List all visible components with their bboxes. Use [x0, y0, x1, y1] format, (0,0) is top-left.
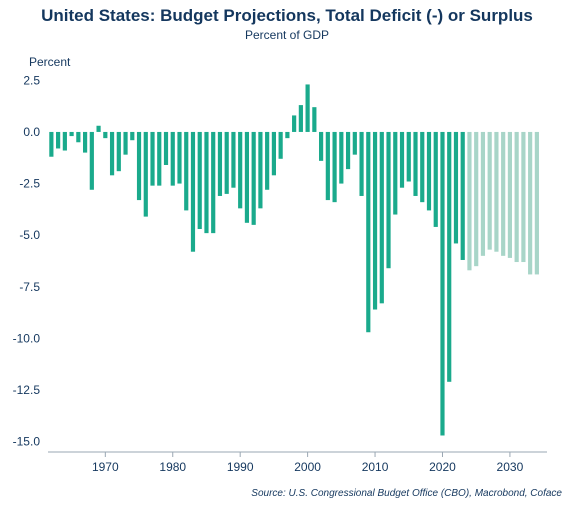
bar-actual-2003	[325, 131, 330, 201]
bar-actual-2005	[339, 131, 344, 184]
y-tick-label: -7.5	[19, 280, 40, 294]
bar-actual-2004	[332, 131, 337, 203]
bar-actual-2010	[372, 131, 378, 310]
bar-actual-1982	[184, 131, 189, 211]
bar-actual-1966	[76, 131, 81, 143]
bar-actual-1977	[150, 131, 155, 186]
bar-projection-2034	[534, 131, 539, 275]
chart-title: United States: Budget Projections, Total…	[41, 6, 533, 25]
bar-actual-1983	[190, 131, 196, 252]
bar-actual-1991	[244, 131, 250, 223]
bar-actual-1964	[62, 131, 67, 151]
x-tick-label: 2020	[429, 460, 456, 474]
bar-actual-2009	[366, 131, 371, 333]
bar-actual-1996	[278, 131, 283, 159]
bar-actual-1990	[238, 131, 243, 209]
bar-projection-2025	[474, 131, 479, 267]
x-tick-label: 2010	[362, 460, 389, 474]
bar-actual-1984	[197, 131, 202, 229]
bar-actual-2008	[359, 131, 364, 196]
bar-actual-1988	[224, 131, 229, 194]
y-tick-label: -12.5	[13, 383, 41, 397]
y-tick-label: -15.0	[13, 435, 41, 449]
bar-actual-1985	[204, 131, 209, 234]
bar-projection-2031	[514, 131, 519, 263]
bar-actual-1978	[157, 131, 162, 186]
bar-actual-2014	[399, 131, 405, 188]
bar-actual-1975	[136, 131, 142, 201]
y-tick-label: -10.0	[13, 331, 41, 345]
bar-actual-1986	[211, 131, 216, 234]
bar-actual-2000	[305, 84, 310, 132]
bar-actual-1974	[130, 131, 135, 141]
bar-actual-1994	[265, 131, 270, 190]
bar-actual-1967	[83, 131, 88, 153]
bar-actual-1981	[177, 131, 182, 184]
bar-actual-2020	[440, 131, 445, 436]
bar-actual-1999	[298, 105, 303, 132]
bar-projection-2033	[528, 131, 533, 275]
bar-actual-1989	[231, 131, 236, 188]
bar-actual-2017	[420, 131, 425, 203]
bar-actual-1993	[258, 131, 263, 209]
bar-actual-2019	[433, 131, 438, 227]
x-tick-label: 1990	[227, 460, 254, 474]
bar-projection-2029	[501, 131, 506, 256]
bar-actual-2022	[453, 131, 459, 244]
y-axis-unit-label: Percent	[29, 55, 71, 69]
bar-actual-2015	[406, 131, 411, 182]
bar-projection-2032	[521, 131, 526, 263]
bar-actual-2001	[312, 107, 317, 132]
bar-actual-1992	[251, 131, 256, 225]
bar-actual-2007	[352, 131, 357, 155]
y-tick-label: 2.5	[23, 73, 40, 87]
x-axis-ticks: 1970 1980 1990 2000 2010 2020 2030	[92, 452, 524, 474]
x-tick-label: 2030	[497, 460, 524, 474]
bar-actual-1970	[103, 131, 108, 139]
bar-projection-2024	[467, 131, 472, 271]
bar-actual-2002	[319, 131, 324, 161]
bar-actual-1979	[163, 131, 169, 165]
bar-actual-1972	[116, 131, 121, 172]
x-tick-label: 2000	[294, 460, 321, 474]
source-note: Source: U.S. Congressional Budget Office…	[251, 488, 562, 499]
bars	[49, 84, 539, 436]
bar-actual-2006	[345, 131, 351, 170]
bar-actual-1987	[217, 131, 223, 196]
bar-actual-1965	[69, 131, 74, 137]
bar-actual-2013	[393, 131, 398, 215]
bar-actual-1962	[49, 131, 54, 157]
bar-actual-1998	[292, 115, 297, 132]
bar-actual-1976	[143, 131, 148, 217]
y-tick-label: -2.5	[19, 177, 40, 191]
bar-actual-1995	[271, 131, 276, 176]
bar-actual-1980	[170, 131, 175, 186]
bar-actual-2023	[460, 131, 465, 260]
chart-subtitle: Percent of GDP	[244, 28, 330, 42]
bar-actual-1963	[56, 131, 61, 149]
bar-actual-2011	[379, 131, 384, 304]
bar-projection-2026	[480, 131, 486, 256]
bar-actual-2018	[426, 131, 432, 211]
bar-actual-1997	[285, 131, 290, 139]
bar-actual-1969	[96, 125, 101, 132]
bar-actual-1971	[109, 131, 115, 176]
x-tick-label: 1970	[92, 460, 119, 474]
bar-actual-2021	[447, 131, 452, 382]
bar-actual-1973	[123, 131, 128, 155]
bar-actual-2012	[386, 131, 391, 269]
y-axis-ticks: 2.5 0.0 -2.5 -5.0 -7.5 -10.0 -12.5 -15.0	[13, 73, 41, 448]
bar-actual-1968	[89, 131, 94, 190]
y-tick-label: -5.0	[19, 228, 40, 242]
x-tick-label: 1980	[159, 460, 186, 474]
y-tick-label: 0.0	[23, 125, 40, 139]
bar-projection-2028	[494, 131, 499, 252]
bar-projection-2030	[507, 131, 512, 258]
bar-actual-2016	[413, 131, 418, 196]
bar-projection-2027	[487, 131, 492, 250]
